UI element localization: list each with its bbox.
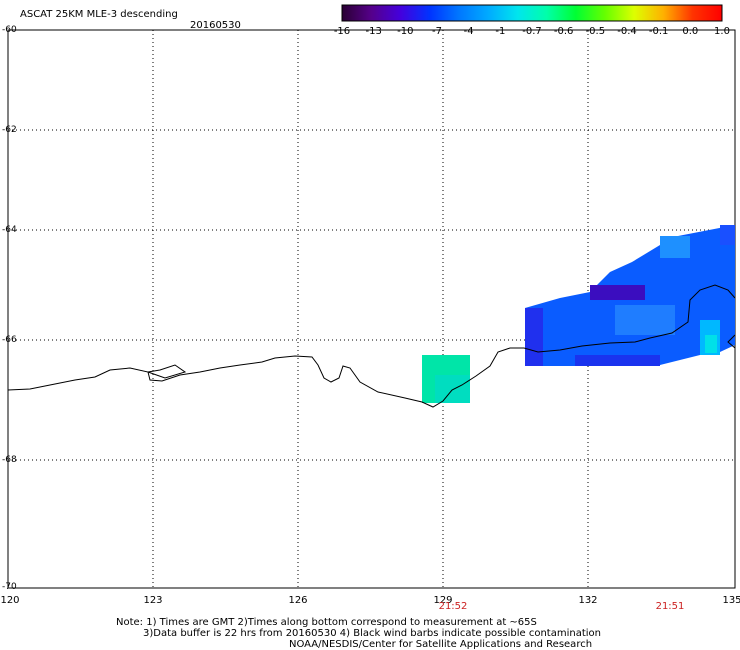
- lat-label: -70: [2, 582, 17, 592]
- colorbar-label: -0.4: [617, 26, 637, 37]
- time-label: 21:52: [438, 601, 468, 612]
- lon-label: 129: [433, 595, 453, 606]
- coastline: [7, 284, 736, 408]
- lat-label: -66: [2, 335, 17, 345]
- lon-label: 132: [578, 595, 598, 606]
- colorbar-label: -10: [397, 26, 414, 37]
- lon-label: 135: [722, 595, 740, 606]
- lon-label: 126: [288, 595, 308, 606]
- lon-label: 123: [143, 595, 163, 606]
- map-title: ASCAT 25KM MLE-3 descending: [20, 9, 178, 20]
- time-label: 21:51: [655, 601, 685, 612]
- colorbar-label: -16: [333, 26, 351, 37]
- colorbar-label: -0.1: [648, 26, 669, 37]
- note-line-2: 3)Data buffer is 22 hrs from 20160530 4)…: [143, 628, 601, 639]
- colorbar-gradient: [341, 4, 723, 22]
- scatterometer-swath: [422, 225, 735, 403]
- colorbar-label: -0.5: [585, 26, 606, 37]
- colorbar-label: -1: [495, 26, 506, 37]
- lat-label: -68: [2, 455, 17, 465]
- colorbar-label: 1.0: [714, 26, 730, 37]
- island-outline: [147, 364, 187, 379]
- colorbar: [341, 4, 723, 22]
- colorbar-label: -4: [463, 26, 474, 37]
- lat-label: -62: [2, 125, 17, 135]
- note-line-1: Note: 1) Times are GMT 2)Times along bot…: [116, 617, 537, 628]
- colorbar-label: -0.7: [522, 26, 542, 37]
- coastline-edge: [727, 334, 736, 349]
- grid: [8, 30, 735, 588]
- colorbar-label: -7: [432, 26, 442, 37]
- note-line-3: NOAA/NESDIS/Center for Satellite Applica…: [289, 639, 593, 650]
- lat-label: -60: [2, 25, 17, 35]
- colorbar-label: 0.0: [682, 26, 699, 37]
- map-date: 20160530: [190, 20, 241, 31]
- lat-label: -64: [2, 225, 17, 235]
- colorbar-label: -0.6: [553, 26, 574, 37]
- colorbar-label: -13: [365, 26, 382, 37]
- lon-label: 120: [0, 595, 20, 606]
